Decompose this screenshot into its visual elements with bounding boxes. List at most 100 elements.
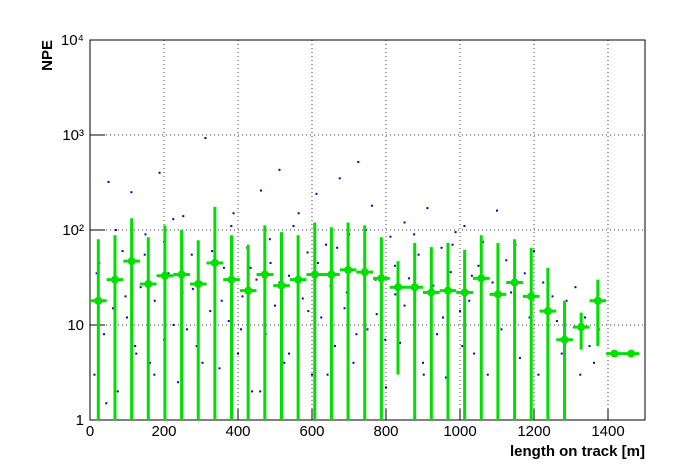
scatter-point <box>274 304 276 307</box>
scatter-point <box>370 204 373 207</box>
y-axis-title: NPE <box>39 40 56 71</box>
scatter-point <box>292 225 295 228</box>
profile-point <box>443 286 452 295</box>
scatter-point <box>518 356 521 359</box>
scatter-point <box>468 299 471 302</box>
y-tick-label: 10² <box>62 222 84 239</box>
scatter-point <box>417 253 420 256</box>
scatter-point <box>172 218 175 221</box>
profile-point <box>377 274 386 283</box>
x-tick-label: 400 <box>225 423 250 440</box>
x-axis-title: length on track [m] <box>510 443 645 460</box>
scatter-point <box>584 316 587 319</box>
scatter-point <box>579 373 582 376</box>
scatter-point <box>297 212 300 215</box>
scatter-point <box>426 207 429 210</box>
scatter-point <box>204 136 207 139</box>
profile-point <box>110 275 119 284</box>
scatter-point <box>126 316 128 319</box>
profile-point <box>360 268 369 277</box>
scatter-point <box>288 352 291 355</box>
profile-point <box>493 290 502 299</box>
profile-point <box>310 270 319 279</box>
scatter-point <box>255 278 258 281</box>
profile-point <box>210 258 219 267</box>
scatter-point <box>403 304 406 307</box>
scatter-point <box>343 307 346 310</box>
scatter-point <box>473 352 476 355</box>
scatter-point <box>588 345 591 348</box>
scatter-point <box>449 271 452 274</box>
profile-point <box>294 275 303 284</box>
scatter-point <box>111 307 114 310</box>
scatter-point <box>440 246 443 249</box>
y-tick-label: 10³ <box>62 127 84 144</box>
scatter-point <box>454 231 457 234</box>
x-tick-label: 800 <box>373 423 398 440</box>
scatter-point <box>103 333 106 336</box>
scatter-point <box>357 160 360 163</box>
scatter-point <box>144 233 147 236</box>
profile-point <box>260 270 269 279</box>
scatter-point <box>389 235 392 238</box>
profile-point <box>410 283 419 292</box>
profile-point <box>394 283 403 292</box>
scatter-point <box>375 313 378 316</box>
profile-point <box>227 275 236 284</box>
scatter-point <box>237 352 239 355</box>
scatter-point <box>574 286 577 289</box>
scatter-point <box>315 192 318 195</box>
scatter-point <box>336 246 339 249</box>
scatter-point <box>432 284 435 287</box>
profile-point <box>194 280 203 289</box>
scatter-point <box>182 215 185 218</box>
scatter-point <box>148 361 151 364</box>
profile-point <box>160 271 169 280</box>
scatter-point <box>218 367 221 370</box>
scatter-point <box>227 320 230 323</box>
scatter-point <box>135 352 138 355</box>
x-tick-label: 200 <box>151 423 176 440</box>
scatter-point <box>153 299 156 302</box>
scatter-point <box>316 261 319 264</box>
profile-point <box>427 288 436 297</box>
scatter-point <box>158 171 161 174</box>
profile-point <box>327 270 336 279</box>
scatter-point <box>537 373 540 376</box>
scatter-point <box>259 189 262 192</box>
y-tick-label: 10 <box>67 317 84 334</box>
scatter-point <box>461 345 464 348</box>
scatter-point <box>105 402 108 405</box>
profile-point <box>177 270 186 279</box>
scatter-point <box>441 316 444 319</box>
scatter-point <box>325 243 328 246</box>
scatter-point <box>311 373 313 376</box>
scatter-point <box>121 250 124 253</box>
scatter-point <box>510 291 513 294</box>
scatter-point <box>301 297 304 300</box>
scatter-point <box>114 229 117 231</box>
scatter-point <box>249 266 252 269</box>
scatter-point <box>124 295 127 298</box>
scatter-point <box>307 310 310 313</box>
scatter-point <box>352 361 355 364</box>
scatter-point <box>172 324 175 326</box>
x-tick-label: 1400 <box>591 423 624 440</box>
scatter-point <box>463 225 466 228</box>
scatter-point <box>278 168 281 171</box>
plot-frame <box>89 39 646 421</box>
scatter-point <box>422 373 425 376</box>
x-tick-label: 1200 <box>517 423 550 440</box>
scatter-point <box>177 381 180 384</box>
profile-point <box>477 274 486 283</box>
scatter-point <box>269 261 272 264</box>
profile-point <box>627 349 636 358</box>
scatter-point <box>338 177 341 180</box>
profile-point <box>510 278 519 287</box>
scatter-point <box>209 310 212 313</box>
scatter-point <box>333 345 336 348</box>
profile-point <box>527 292 536 301</box>
x-tick-label: 0 <box>86 423 94 440</box>
scatter-point <box>422 361 424 364</box>
